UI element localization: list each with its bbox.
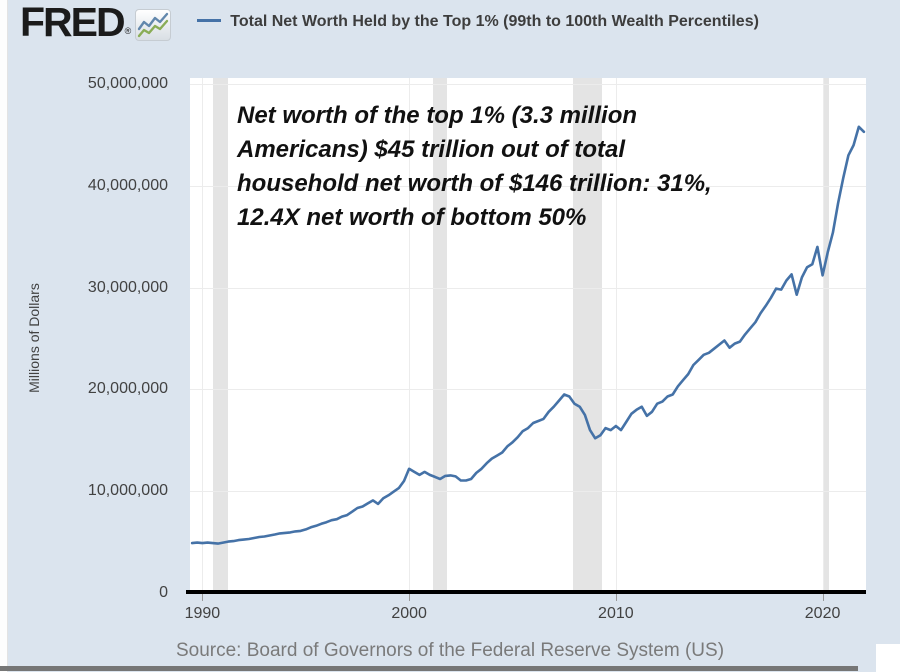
- gridline-horizontal: [190, 491, 866, 493]
- y-tick-label: 0: [159, 584, 168, 601]
- legend-line-swatch: [197, 19, 222, 22]
- gridline-vertical: [202, 78, 204, 592]
- y-tick-label: 10,000,000: [87, 482, 168, 500]
- x-axis-line: [186, 590, 866, 594]
- fred-logo-text: FRED: [20, 0, 126, 45]
- x-tick-mark: [202, 594, 204, 601]
- y-tick-label: 50,000,000: [87, 75, 168, 92]
- recession-band: [212, 78, 229, 592]
- page-edge-strip: [0, 0, 8, 672]
- chart-header: FRED ® Total Net Worth Held by the Top 1…: [20, 0, 770, 45]
- fred-sparkline-icon: [135, 9, 172, 41]
- annotation-line-4: 12.4X net worth of bottom 50%: [237, 204, 587, 231]
- x-tick-label: 2010: [598, 605, 634, 622]
- x-tick-label: 2000: [391, 605, 427, 622]
- legend: Total Net Worth Held by the Top 1% (99th…: [197, 11, 770, 33]
- annotation-line-2: Americans) $45 trillion out of total: [237, 136, 626, 163]
- bottom-right-notch: [876, 644, 900, 672]
- x-tick-mark: [822, 594, 824, 601]
- x-tick-label: 1990: [184, 605, 221, 622]
- gridline-vertical: [822, 78, 824, 592]
- x-tick-mark: [615, 594, 617, 601]
- gridline-horizontal: [190, 389, 866, 391]
- y-tick-label: 20,000,000: [87, 380, 168, 398]
- legend-series-label: Total Net Worth Held by the Top 1% (99th…: [230, 13, 759, 30]
- annotation-line-3: household net worth of $146 trillion: 31…: [237, 170, 712, 197]
- annotation-line-1: Net worth of the top 1% (3.3 million: [237, 102, 638, 129]
- annotation-text: Net worth of the top 1% (3.3 million Ame…: [237, 99, 712, 235]
- x-tick-label: 2020: [804, 605, 841, 622]
- fred-logo: FRED ®: [20, 0, 172, 45]
- recession-band: [824, 78, 830, 592]
- x-tick-mark: [409, 594, 411, 601]
- y-tick-label: 40,000,000: [87, 176, 168, 194]
- gridline-horizontal: [190, 84, 866, 85]
- registered-trademark: ®: [124, 26, 132, 36]
- gridline-horizontal: [190, 287, 866, 289]
- source-citation: Source: Board of Governors of the Federa…: [175, 640, 725, 661]
- y-tick-label: 30,000,000: [87, 278, 168, 296]
- bottom-edge-strip: [0, 666, 858, 671]
